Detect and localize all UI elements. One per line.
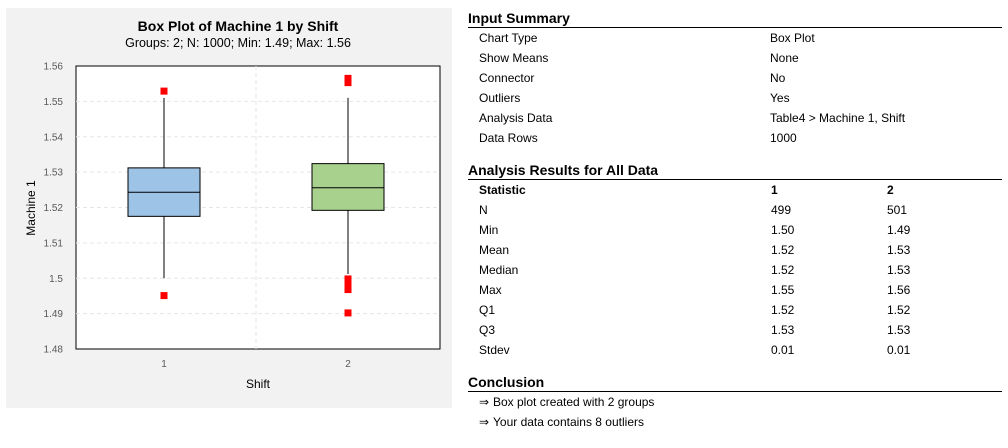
header-statistic: Statistic bbox=[479, 183, 526, 197]
results-row: Min 1.50 1.49 bbox=[468, 220, 1002, 240]
group-2-value: 1.52 bbox=[887, 303, 911, 317]
results-row: Stdev 0.01 0.01 bbox=[468, 340, 1002, 360]
conclusion-item: ⇒ Your data contains 8 outliers bbox=[468, 412, 1002, 432]
group-1-value: 1.52 bbox=[771, 243, 795, 257]
input-label: Connector bbox=[479, 71, 535, 85]
statistic-name: Mean bbox=[479, 243, 510, 257]
outlier-point bbox=[160, 292, 168, 300]
group-2-value: 0.01 bbox=[887, 343, 911, 357]
group-1-value: 499 bbox=[771, 203, 792, 217]
outlier-point bbox=[344, 280, 352, 288]
chart-subtitle: Groups: 2; N: 1000; Min: 1.49; Max: 1.56 bbox=[125, 36, 351, 50]
box-group-2 bbox=[311, 74, 385, 317]
header-group-1: 1 bbox=[771, 183, 778, 197]
results-row: Max 1.55 1.56 bbox=[468, 280, 1002, 300]
input-summary-title: Input Summary bbox=[468, 10, 1002, 28]
chart-title: Box Plot of Machine 1 by Shift bbox=[138, 18, 339, 34]
group-1-value: 1.53 bbox=[771, 323, 795, 337]
results-row: Q1 1.52 1.52 bbox=[468, 300, 1002, 320]
gridlines bbox=[76, 66, 440, 349]
group-2-value: 1.53 bbox=[887, 323, 911, 337]
group-1-value: 1.52 bbox=[771, 303, 795, 317]
y-tick-label: 1.56 bbox=[44, 62, 64, 73]
statistic-name: Min bbox=[479, 223, 499, 237]
input-summary-row: Outliers Yes bbox=[468, 88, 1002, 108]
y-tick-label: 1.55 bbox=[44, 97, 64, 108]
input-summary-table: Chart Type Box Plot Show Means None Connecto… bbox=[468, 28, 1002, 148]
group-1-value: 1.55 bbox=[771, 283, 795, 297]
iqr-box bbox=[311, 163, 385, 211]
outlier-point bbox=[344, 309, 352, 317]
results-row: Q3 1.53 1.53 bbox=[468, 320, 1002, 340]
results-row: Mean 1.52 1.53 bbox=[468, 240, 1002, 260]
input-value: None bbox=[770, 51, 799, 65]
x-tick-label: 1 bbox=[161, 359, 167, 370]
y-axis-ticks: 1.48 1.49 1.5 1.51 1.52 1.53 1.54 1.55 1.56 bbox=[44, 62, 64, 356]
group-2-value: 501 bbox=[887, 203, 908, 217]
analysis-results-title: Analysis Results for All Data bbox=[468, 162, 1002, 180]
boxes bbox=[127, 74, 385, 317]
analysis-results-table: N 499 501 Min 1.50 1.49 Mean 1.52 1.53 Median 1.52… bbox=[468, 200, 1002, 360]
input-summary-row: Analysis Data Table4 > Machine 1, Shift bbox=[468, 108, 1002, 128]
input-summary-row: Chart Type Box Plot bbox=[468, 28, 1002, 48]
results-header-row: Statistic 1 2 bbox=[468, 180, 1002, 200]
conclusion-item: ⇒ Box plot created with 2 groups bbox=[468, 392, 1002, 412]
group-2-value: 1.49 bbox=[887, 223, 911, 237]
input-value: Table4 > Machine 1, Shift bbox=[770, 111, 906, 125]
input-summary-row: Connector No bbox=[468, 68, 1002, 88]
statistic-name: Median bbox=[479, 263, 519, 277]
input-label: Data Rows bbox=[479, 131, 538, 145]
statistic-name: Q3 bbox=[479, 323, 496, 337]
statistic-name: Q1 bbox=[479, 303, 496, 317]
group-2-value: 1.53 bbox=[887, 263, 911, 277]
box-plot-chart: Box Plot of Machine 1 by Shift Groups: 2… bbox=[24, 18, 441, 391]
y-tick-label: 1.51 bbox=[44, 238, 64, 249]
statistic-name: N bbox=[479, 203, 488, 217]
conclusion-title: Conclusion bbox=[468, 374, 1002, 392]
conclusion-list: ⇒ Box plot created with 2 groups ⇒ Your dat… bbox=[468, 392, 1002, 432]
input-value: Box Plot bbox=[770, 31, 815, 45]
input-value: Yes bbox=[770, 91, 790, 105]
arrow-icon: ⇒ bbox=[479, 395, 490, 409]
outlier-point bbox=[344, 286, 352, 294]
group-1-value: 1.50 bbox=[771, 223, 795, 237]
x-tick-label: 2 bbox=[345, 359, 351, 370]
input-label: Analysis Data bbox=[479, 111, 553, 125]
y-tick-label: 1.49 bbox=[44, 309, 64, 320]
report-panel: Input Summary Chart Type Box Plot Show Mea… bbox=[468, 10, 1002, 432]
y-tick-label: 1.48 bbox=[44, 345, 64, 356]
x-axis-label: Shift bbox=[246, 377, 271, 391]
results-row: Median 1.52 1.53 bbox=[468, 260, 1002, 280]
chart-panel: Box Plot of Machine 1 by Shift Groups: 2… bbox=[6, 8, 452, 408]
input-label: Outliers bbox=[479, 91, 521, 105]
input-summary-row: Show Means None bbox=[468, 48, 1002, 68]
conclusion-text: Your data contains 8 outliers bbox=[493, 415, 644, 429]
box-group-1 bbox=[127, 87, 201, 300]
input-label: Show Means bbox=[479, 51, 549, 65]
y-axis-label: Machine 1 bbox=[24, 180, 38, 236]
input-label: Chart Type bbox=[479, 31, 538, 45]
arrow-icon: ⇒ bbox=[479, 415, 490, 429]
group-1-value: 1.52 bbox=[771, 263, 795, 277]
outlier-point bbox=[344, 79, 352, 87]
outlier-point bbox=[344, 275, 352, 283]
statistic-name: Max bbox=[479, 283, 502, 297]
input-value: No bbox=[770, 71, 786, 85]
conclusion-text: Box plot created with 2 groups bbox=[493, 395, 655, 409]
group-2-value: 1.56 bbox=[887, 283, 911, 297]
outlier-point bbox=[344, 74, 352, 82]
y-tick-label: 1.53 bbox=[44, 168, 64, 179]
y-tick-label: 1.54 bbox=[44, 132, 64, 143]
group-2-value: 1.53 bbox=[887, 243, 911, 257]
outlier-point bbox=[160, 87, 168, 95]
y-tick-label: 1.52 bbox=[44, 203, 64, 214]
header-group-2: 2 bbox=[887, 183, 894, 197]
input-value: 1000 bbox=[770, 131, 797, 145]
results-row: N 499 501 bbox=[468, 200, 1002, 220]
input-summary-row: Data Rows 1000 bbox=[468, 128, 1002, 148]
statistic-name: Stdev bbox=[479, 343, 510, 357]
y-tick-label: 1.5 bbox=[49, 274, 63, 285]
group-1-value: 0.01 bbox=[771, 343, 795, 357]
